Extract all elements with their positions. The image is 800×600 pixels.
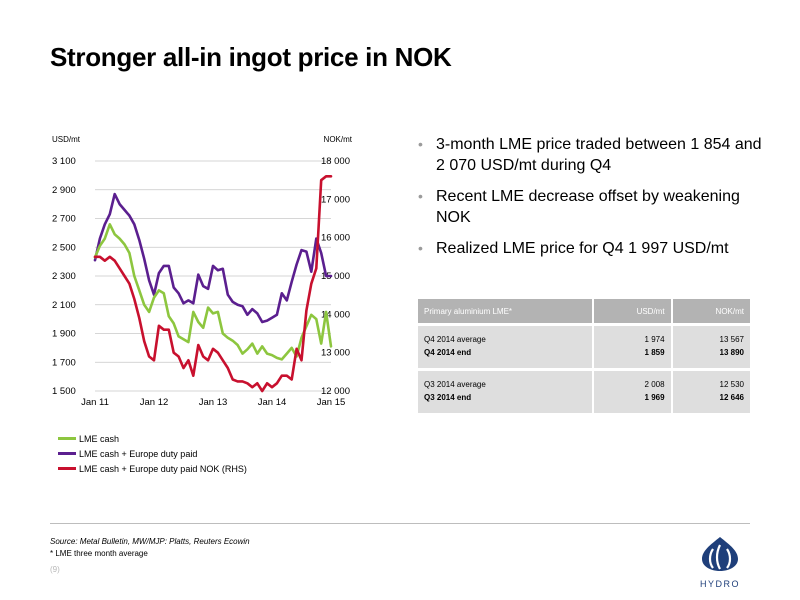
footer-divider	[50, 523, 750, 524]
legend-swatch-duty-paid	[58, 452, 76, 455]
table-header: USD/mt	[592, 299, 671, 323]
y-right-tick-label: 14 000	[321, 309, 350, 320]
page-number: (9)	[50, 565, 60, 574]
bullet-text: Recent LME decrease offset by weakening …	[436, 188, 740, 226]
y-right-tick-labels: 18 000 17 000 16 000 15 000 14 000 13 000 12 0…	[321, 156, 350, 397]
hydro-logo-icon	[702, 537, 738, 571]
x-tick-label: Jan 11	[81, 397, 109, 408]
bullet-item: • Realized LME price for Q4 1 997 USD/mt	[418, 238, 768, 259]
y-left-tick-label: 2 100	[52, 300, 76, 311]
y-left-tick-label: 2 500	[52, 242, 76, 253]
y-left-tick-labels: 3 100 2 900 2 700 2 500 2 300 2 100 1 900 1 700…	[52, 156, 76, 397]
table-row: Q3 2014 average 2 008 12 530	[418, 371, 750, 391]
table-cell: Q4 2014 average	[418, 326, 592, 346]
bullet-item: • 3-month LME price traded between 1 854…	[418, 134, 768, 176]
bullet-dot-icon: •	[418, 240, 423, 256]
legend-label-duty-paid: LME cash + Europe duty paid	[79, 448, 198, 459]
y-right-tick-label: 17 000	[321, 194, 350, 205]
bullet-dot-icon: •	[418, 188, 423, 204]
table-header: NOK/mt	[670, 299, 750, 323]
x-tick-label: Jan 13	[199, 397, 228, 408]
y-right-tick-label: 12 000	[321, 386, 350, 397]
table-cell: 2 008	[592, 371, 671, 391]
table-cell: 1 974	[592, 326, 671, 346]
slide-title: Stronger all-in ingot price in NOK	[50, 42, 452, 72]
y-right-tick-label: 13 000	[321, 348, 350, 359]
table-cell: 13 890	[670, 346, 750, 368]
line-chart: USD/mt NOK/mt 3 100 2 900 2 700 2 500 2 300 2…	[52, 135, 353, 408]
y-left-tick-label: 2 700	[52, 214, 76, 225]
y-left-tick-label: 1 700	[52, 357, 76, 368]
legend-label-lme-cash: LME cash	[79, 433, 120, 444]
chart-legend: LME cash LME cash + Europe duty paid LME…	[58, 431, 247, 476]
footnote: * LME three month average	[50, 549, 148, 558]
table-header-row: Primary aluminium LME* USD/mt NOK/mt	[418, 299, 750, 323]
y-left-tick-label: 2 900	[52, 185, 76, 196]
series-line-lme-cash-europe-duty-paid-nok-rhs	[93, 174, 333, 393]
y-left-axis-label: USD/mt	[52, 135, 81, 144]
y-left-tick-label: 2 300	[52, 271, 76, 282]
table-cell: Q3 2014 average	[418, 371, 592, 391]
bullet-text: 3-month LME price traded between 1 854 a…	[436, 136, 762, 174]
y-right-tick-label: 18 000	[321, 156, 350, 167]
y-right-tick-label: 16 000	[321, 233, 350, 244]
y-right-axis-label: NOK/mt	[324, 135, 353, 144]
table-cell: 13 567	[670, 326, 750, 346]
table-row: Q3 2014 end 1 969 12 646	[418, 391, 750, 413]
bullet-dot-icon: •	[418, 136, 423, 152]
x-tick-labels: Jan 11 Jan 12 Jan 13 Jan 14 Jan 15	[81, 397, 345, 408]
x-tick-label: Jan 15	[317, 397, 346, 408]
y-left-tick-label: 3 100	[52, 156, 76, 167]
table-cell: Q3 2014 end	[418, 391, 592, 413]
x-tick-label: Jan 12	[140, 397, 169, 408]
table-cell: 1 859	[592, 346, 671, 368]
legend-swatch-nok	[58, 467, 76, 470]
table-row: Q4 2014 end 1 859 13 890	[418, 346, 750, 368]
table-cell: 12 646	[670, 391, 750, 413]
y-right-tick-label: 15 000	[321, 271, 350, 282]
legend-item-lme-cash: LME cash	[58, 431, 247, 446]
legend-item-nok: LME cash + Europe duty paid NOK (RHS)	[58, 461, 247, 476]
series-line-lme-cash-europe-duty-paid	[93, 192, 333, 324]
legend-swatch-lme-cash	[58, 437, 76, 440]
y-left-tick-label: 1 900	[52, 329, 76, 340]
source-note: Source: Metal Bulletin, MW/MJP: Platts, …	[50, 537, 250, 546]
bullet-text: Realized LME price for Q4 1 997 USD/mt	[436, 240, 729, 257]
legend-item-duty-paid: LME cash + Europe duty paid	[58, 446, 247, 461]
hydro-logo: HYDRO	[694, 535, 746, 589]
price-table: Primary aluminium LME* USD/mt NOK/mt Q4 …	[418, 299, 750, 413]
logo-wordmark: HYDRO	[699, 579, 740, 589]
table-header: Primary aluminium LME*	[418, 299, 592, 323]
table-separator	[418, 368, 750, 371]
legend-label-nok: LME cash + Europe duty paid NOK (RHS)	[79, 463, 247, 474]
chart-series	[93, 174, 333, 393]
bullet-list: • 3-month LME price traded between 1 854…	[418, 134, 768, 269]
table-cell: 1 969	[592, 391, 671, 413]
table-row: Q4 2014 average 1 974 13 567	[418, 326, 750, 346]
series-line-lme-cash	[93, 223, 333, 361]
x-tick-label: Jan 14	[258, 397, 287, 408]
table-cell: 12 530	[670, 371, 750, 391]
bullet-item: • Recent LME decrease offset by weakenin…	[418, 186, 768, 228]
table-separator	[418, 323, 750, 326]
table-cell: Q4 2014 end	[418, 346, 592, 368]
y-left-tick-label: 1 500	[52, 386, 76, 397]
